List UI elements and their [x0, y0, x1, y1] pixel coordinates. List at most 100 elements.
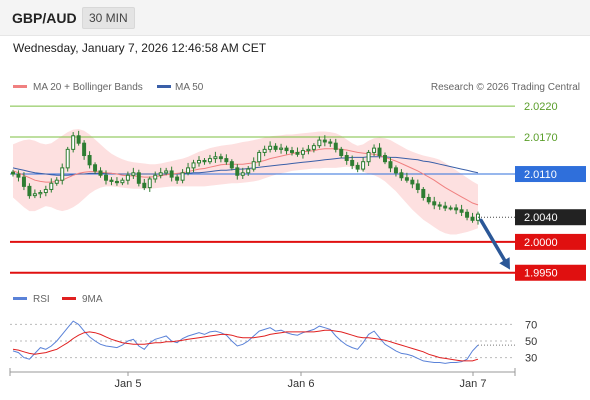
level-label-support: 1.9950 [524, 268, 558, 280]
forecast-arrow-shaft [479, 218, 508, 265]
candle-body [82, 142, 87, 157]
candle-body [470, 216, 475, 221]
candle-body [186, 167, 191, 174]
candle-body [350, 159, 355, 166]
candle-body [180, 172, 185, 181]
candle-body [71, 135, 76, 150]
candle-body [432, 201, 437, 206]
candle-body [311, 145, 316, 150]
ma20-line [12, 148, 479, 206]
candle-body [415, 183, 420, 190]
level-tag-support [515, 264, 586, 281]
candle-body [437, 204, 442, 207]
candle-body [240, 172, 245, 176]
candle-body [257, 151, 262, 163]
candle-body [16, 173, 21, 178]
candle-body [213, 156, 218, 160]
level-label-resistance: 2.0220 [524, 101, 558, 113]
candle-body [60, 167, 65, 181]
timeframe-button[interactable]: 30 MIN [82, 7, 135, 29]
candle-body [448, 207, 453, 210]
last-price-tag [515, 209, 586, 226]
candle-body [328, 141, 333, 144]
rsi-ma-line [12, 329, 479, 362]
candle-body [322, 139, 327, 143]
candle-body [175, 176, 180, 181]
forecast-arrow-head [499, 257, 510, 270]
rsi-ma-legend-swatch [62, 297, 76, 300]
candle-body [49, 182, 54, 190]
candle-body [421, 188, 426, 198]
candle-body [229, 161, 234, 169]
candle-body [284, 147, 289, 152]
candle-body [147, 178, 152, 189]
candle-body [169, 170, 174, 178]
candle-body [98, 170, 103, 176]
candle-body [262, 148, 267, 153]
candle-body [404, 177, 409, 181]
candle-body [207, 158, 212, 163]
candle-body [290, 150, 294, 153]
candle-body [443, 205, 448, 209]
candle-body [372, 147, 377, 153]
candle-body [465, 211, 470, 218]
candle-body [246, 168, 251, 174]
timestamp: Wednesday, January 7, 2026 12:46:58 AM C… [13, 41, 267, 55]
symbol-label: GBP/AUD [12, 10, 77, 26]
candle-body [158, 172, 163, 176]
candle-body [383, 155, 387, 163]
candle-body [355, 164, 360, 170]
candle-body [459, 209, 464, 213]
candle-body [366, 151, 371, 163]
candle-body [11, 171, 15, 175]
level-label-resistance: 2.0170 [524, 132, 558, 144]
candle-body [218, 156, 223, 160]
candle-body [295, 151, 300, 155]
candle-body [131, 172, 136, 176]
candle-body [393, 167, 398, 174]
candle-body [300, 150, 305, 155]
candle-body [114, 180, 119, 184]
level-label-pivot: 2.0110 [524, 169, 557, 181]
candle-body [317, 139, 322, 147]
candle-body [273, 145, 278, 150]
candle-body [32, 193, 37, 197]
candle-body [377, 147, 382, 157]
header-bar: GBP/AUD 30 MIN [0, 0, 590, 36]
candle-body [76, 135, 81, 144]
rsi-axis-label: 70 [525, 319, 537, 331]
candle-body [87, 155, 92, 166]
ma20-legend-label: MA 20 + Bollinger Bands [33, 82, 143, 93]
candle-body [224, 158, 229, 163]
candle-body [388, 161, 393, 169]
candle-body [153, 174, 158, 180]
candle-body [361, 161, 366, 170]
x-axis-label: Jan 7 [460, 378, 487, 390]
level-tag-support [515, 233, 586, 250]
candle-body [27, 185, 32, 197]
candle-body [164, 170, 169, 174]
candle-body [410, 179, 415, 185]
candle-body [43, 188, 48, 194]
rsi-legend-label: RSI [33, 294, 50, 305]
candle-body [142, 182, 147, 189]
bollinger-band-fill [13, 129, 478, 235]
candle-body [426, 196, 431, 203]
candle-body [93, 164, 98, 172]
candle-body [399, 172, 404, 179]
candle-body [104, 174, 108, 181]
candle-body [65, 148, 70, 169]
ma20-legend-swatch [13, 85, 27, 88]
candle-body [109, 179, 114, 182]
candle-body [344, 155, 349, 161]
candle-body [191, 162, 196, 169]
ma50-legend-swatch [157, 85, 171, 88]
candle-body [197, 159, 201, 164]
candle-body [38, 192, 43, 195]
candle-body [120, 179, 125, 184]
x-axis-label: Jan 6 [288, 378, 315, 390]
ma50-legend-label: MA 50 [175, 82, 204, 93]
level-label-support: 2.0000 [524, 237, 558, 249]
